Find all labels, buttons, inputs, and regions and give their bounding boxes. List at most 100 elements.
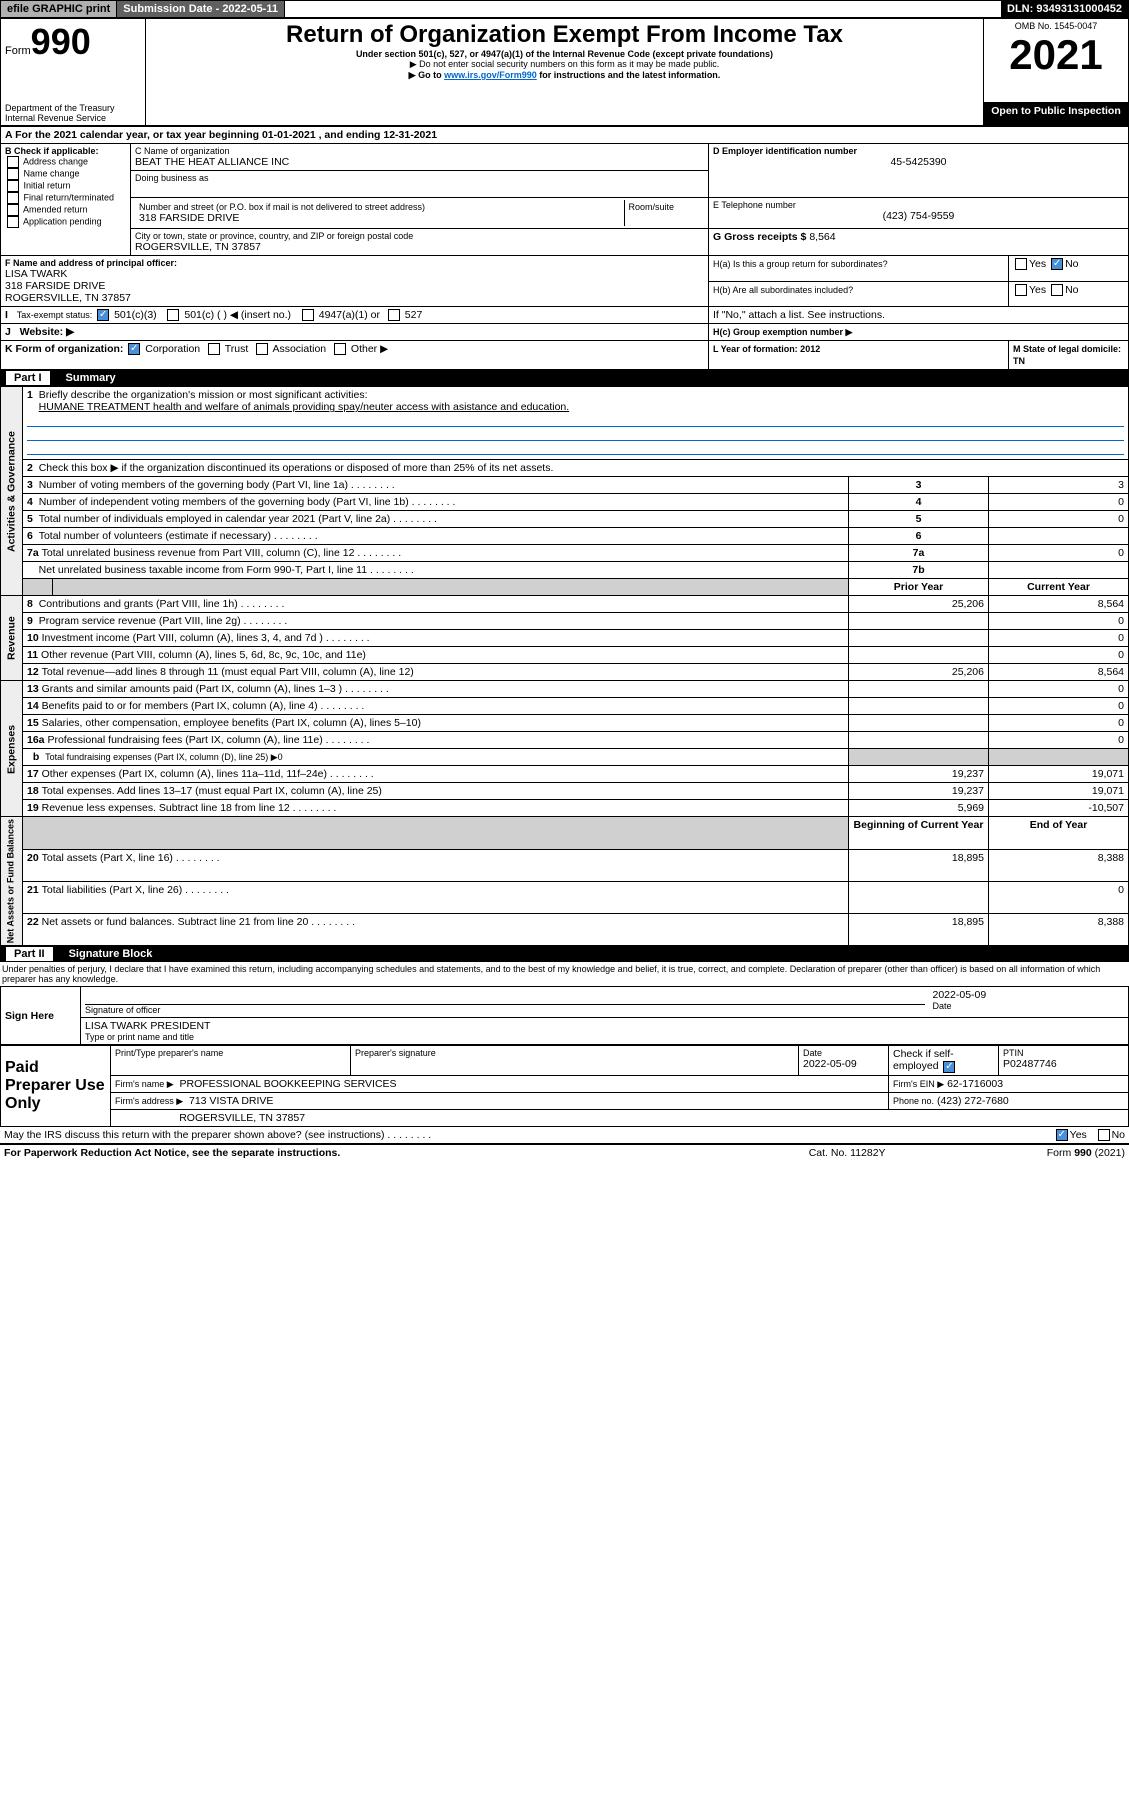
officer-typed-name: LISA TWARK PRESIDENT <box>85 1020 1124 1032</box>
part2-header: Part IISignature Block <box>0 946 1129 962</box>
city-label: City or town, state or province, country… <box>135 231 704 241</box>
col-current: Current Year <box>989 579 1129 596</box>
declaration: Under penalties of perjury, I declare th… <box>0 962 1129 986</box>
d-label: D Employer identification number <box>713 146 1124 156</box>
line-7a: 7a Total unrelated business revenue from… <box>1 545 1129 562</box>
firm-ein-label: Firm's EIN ▶ <box>893 1079 944 1089</box>
line-5: 5 Total number of individuals employed i… <box>1 511 1129 528</box>
firm-name-label: Firm's name ▶ <box>115 1079 174 1089</box>
firm-city: ROGERSVILLE, TN 37857 <box>111 1109 1129 1126</box>
prep-sig-label: Preparer's signature <box>355 1048 794 1058</box>
chk-discuss-no[interactable] <box>1098 1129 1110 1141</box>
chk-ha-no[interactable]: ✓ <box>1051 258 1063 270</box>
prep-name-label: Print/Type preparer's name <box>115 1048 346 1058</box>
line-4: 4 Number of independent voting members o… <box>1 494 1129 511</box>
chk-amended[interactable] <box>7 204 19 216</box>
chk-assoc[interactable] <box>256 343 268 355</box>
part1-table: Activities & Governance 1 Briefly descri… <box>0 386 1129 946</box>
q1-answer: HUMANE TREATMENT health and welfare of a… <box>39 401 570 413</box>
part1-header: Part ISummary <box>0 370 1129 386</box>
addr-label: Number and street (or P.O. box if mail i… <box>139 202 620 212</box>
form-note1: ▶ Do not enter social security numbers o… <box>150 59 979 70</box>
l-label: L Year of formation: 2012 <box>713 344 820 354</box>
sig-officer-label: Signature of officer <box>85 1005 925 1015</box>
prep-date-label: Date <box>803 1048 884 1058</box>
org-name: BEAT THE HEAT ALLIANCE INC <box>135 156 704 168</box>
sign-here-label: Sign Here <box>1 987 81 1045</box>
date-label: Date <box>933 1001 1125 1011</box>
section-net: Net Assets or Fund Balances <box>1 817 23 946</box>
line-3: 3 Number of voting members of the govern… <box>1 477 1129 494</box>
chk-hb-no[interactable] <box>1051 284 1063 296</box>
prep-phone-label: Phone no. <box>893 1096 934 1106</box>
chk-hb-yes[interactable] <box>1015 284 1027 296</box>
room-label: Room/suite <box>629 202 701 212</box>
col-begin: Beginning of Current Year <box>849 817 989 849</box>
chk-app-pending[interactable] <box>7 216 19 228</box>
form-note2: ▶ Go to www.irs.gov/Form990 for instruct… <box>150 70 979 81</box>
irs-label: Internal Revenue Service <box>5 113 141 123</box>
dba-label: Doing business as <box>135 173 704 183</box>
firm-addr: 713 VISTA DRIVE <box>189 1095 273 1107</box>
dln-label: DLN: 93493131000452 <box>1001 1 1128 17</box>
m-label: M State of legal domicile: TN <box>1013 344 1121 366</box>
addr-value: 318 FARSIDE DRIVE <box>139 212 620 224</box>
paid-preparer-label: Paid Preparer Use Only <box>1 1046 111 1126</box>
chk-self-employed[interactable]: ✓ <box>943 1061 955 1073</box>
chk-4947[interactable] <box>302 309 314 321</box>
ha-label: H(a) Is this a group return for subordin… <box>713 259 888 269</box>
q2-label: Check this box ▶ if the organization dis… <box>39 462 554 474</box>
chk-501c3[interactable]: ✓ <box>97 309 109 321</box>
e-label: E Telephone number <box>713 200 1124 210</box>
j-label: Website: ▶ <box>20 326 75 338</box>
dept-label: Department of the Treasury <box>5 103 141 113</box>
ptin-value: P02487746 <box>1003 1058 1124 1070</box>
prep-phone: (423) 272-7680 <box>937 1095 1009 1107</box>
chk-name-change[interactable] <box>7 168 19 180</box>
line-6: 6 Total number of volunteers (estimate i… <box>1 528 1129 545</box>
q1-label: Briefly describe the organization's miss… <box>39 389 368 401</box>
chk-other[interactable] <box>334 343 346 355</box>
h-note: If "No," attach a list. See instructions… <box>713 309 885 321</box>
chk-501c[interactable] <box>167 309 179 321</box>
officer-name: LISA TWARK <box>5 268 704 280</box>
type-name-label: Type or print name and title <box>85 1032 1124 1042</box>
signature-block: Sign Here Signature of officer 2022-05-0… <box>0 986 1129 1045</box>
tax-year: 2021 <box>988 31 1124 79</box>
chk-corp[interactable]: ✓ <box>128 343 140 355</box>
chk-initial-return[interactable] <box>7 180 19 192</box>
hc-label: H(c) Group exemption number ▶ <box>713 327 852 337</box>
chk-address-change[interactable] <box>7 156 19 168</box>
k-label: K Form of organization: <box>5 343 123 355</box>
form-subtitle: Under section 501(c), 527, or 4947(a)(1)… <box>150 49 979 59</box>
chk-trust[interactable] <box>208 343 220 355</box>
g-label: G Gross receipts $ <box>713 231 806 243</box>
firm-name: PROFESSIONAL BOOKKEEPING SERVICES <box>180 1078 397 1090</box>
section-a-k: A For the 2021 calendar year, or tax yea… <box>0 126 1129 370</box>
col-end: End of Year <box>989 817 1129 849</box>
top-bar: efile GRAPHIC print Submission Date - 20… <box>0 0 1129 18</box>
city-value: ROGERSVILLE, TN 37857 <box>135 241 704 253</box>
line-7b: Net unrelated business taxable income fr… <box>1 562 1129 579</box>
gross-receipts: 8,564 <box>809 231 835 243</box>
hb-label: H(b) Are all subordinates included? <box>713 285 853 295</box>
chk-527[interactable] <box>388 309 400 321</box>
ein-value: 45-5425390 <box>713 156 1124 168</box>
b-label: B Check if applicable: <box>5 146 126 156</box>
discuss-label: May the IRS discuss this return with the… <box>4 1129 431 1141</box>
line-a: A For the 2021 calendar year, or tax yea… <box>1 127 1129 144</box>
form-number: 990 <box>31 21 91 62</box>
footer-left: For Paperwork Reduction Act Notice, see … <box>0 1144 754 1161</box>
irs-link[interactable]: www.irs.gov/Form990 <box>444 70 537 80</box>
omb-label: OMB No. 1545-0047 <box>988 21 1124 31</box>
section-exp: Expenses <box>1 681 23 817</box>
officer-city: ROGERSVILLE, TN 37857 <box>5 292 704 304</box>
submission-date-button[interactable]: Submission Date - 2022-05-11 <box>117 1 285 17</box>
open-inspection: Open to Public Inspection <box>984 103 1129 126</box>
chk-final-return[interactable] <box>7 192 19 204</box>
efile-print-button[interactable]: efile GRAPHIC print <box>1 1 117 17</box>
chk-ha-yes[interactable] <box>1015 258 1027 270</box>
ptin-label: PTIN <box>1003 1048 1124 1058</box>
section-rev: Revenue <box>1 596 23 681</box>
chk-discuss-yes[interactable]: ✓ <box>1056 1129 1068 1141</box>
